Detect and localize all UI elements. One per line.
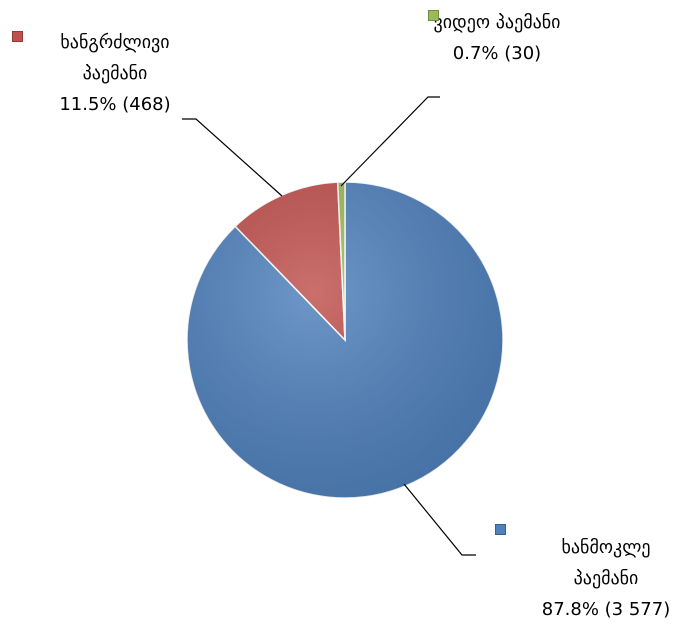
data-label: ხანგრძლივი პაემანი 11.5% (468) — [15, 27, 215, 120]
value-label: 87.8% (3 577) — [541, 599, 671, 620]
pie — [186, 181, 504, 499]
leader-line — [403, 483, 476, 556]
value-label: 11.5% (468) — [59, 94, 171, 115]
category-label: ხანგრძლივი პაემანი — [60, 32, 170, 84]
value-label: 0.7% (30) — [452, 43, 542, 64]
legend-swatch — [12, 31, 23, 42]
legend-swatch — [428, 10, 439, 21]
category-label: ხანმოკლე პაემანი — [561, 537, 651, 589]
category-label: ვიდეო პაემანი — [433, 12, 561, 33]
data-label: ვიდეო პაემანი 0.7% (30) — [397, 7, 597, 69]
leader-line — [340, 96, 440, 187]
data-label: ხანმოკლე პაემანი 87.8% (3 577) — [506, 532, 687, 625]
leader-line — [182, 118, 283, 197]
legend-swatch — [495, 524, 506, 535]
